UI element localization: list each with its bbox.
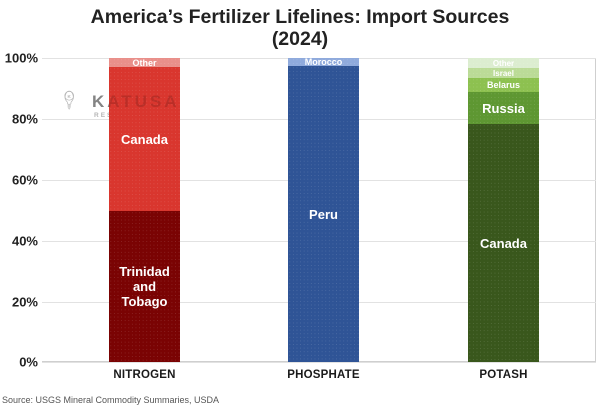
svg-text:K: K bbox=[68, 94, 72, 99]
